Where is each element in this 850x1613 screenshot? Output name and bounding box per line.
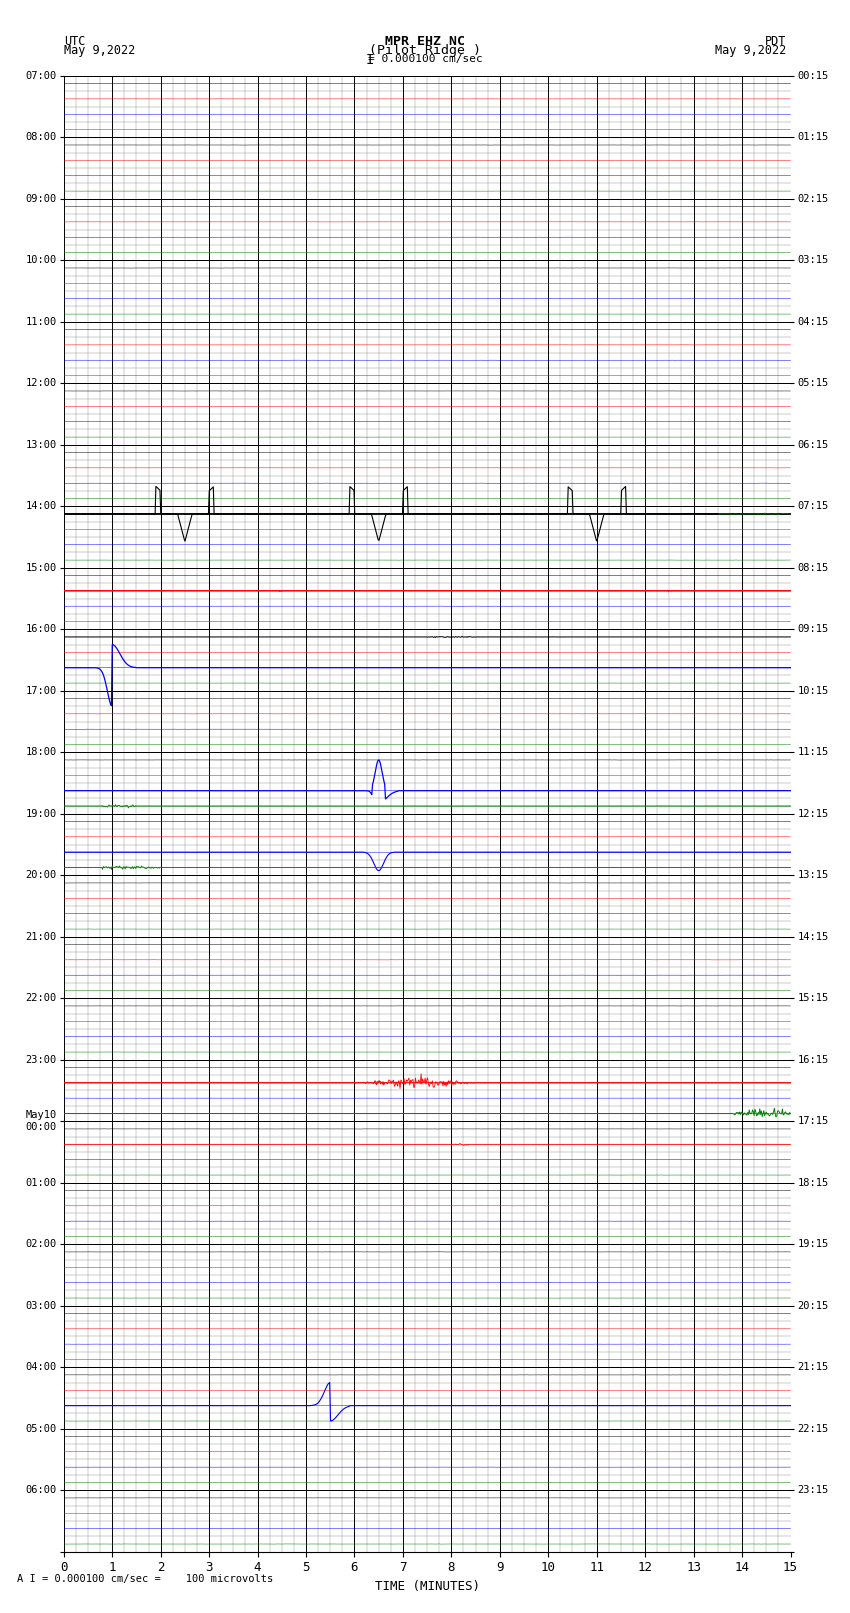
X-axis label: TIME (MINUTES): TIME (MINUTES) xyxy=(375,1581,479,1594)
Text: UTC: UTC xyxy=(64,35,85,48)
Text: May 9,2022: May 9,2022 xyxy=(715,44,786,58)
Text: A I = 0.000100 cm/sec =    100 microvolts: A I = 0.000100 cm/sec = 100 microvolts xyxy=(17,1574,273,1584)
Text: (Pilot Ridge ): (Pilot Ridge ) xyxy=(369,44,481,58)
Text: MPR EHZ NC: MPR EHZ NC xyxy=(385,35,465,48)
Text: = 0.000100 cm/sec: = 0.000100 cm/sec xyxy=(367,53,483,65)
Text: I: I xyxy=(366,53,374,68)
Text: May 9,2022: May 9,2022 xyxy=(64,44,135,58)
Text: PDT: PDT xyxy=(765,35,786,48)
